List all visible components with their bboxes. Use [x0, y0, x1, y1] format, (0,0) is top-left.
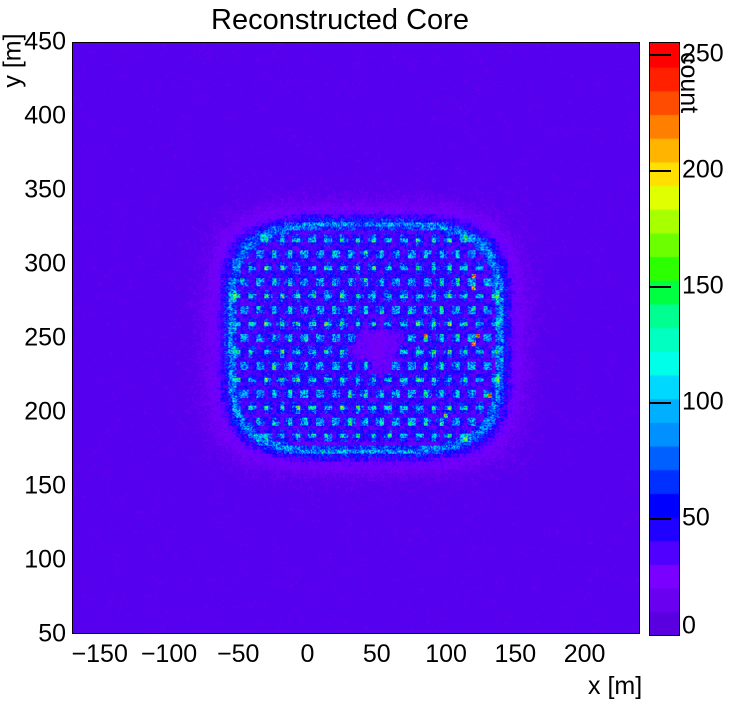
x-tick-label: −100	[140, 640, 198, 668]
colorbar-tick-mark	[649, 169, 671, 172]
x-tick-label: 200	[563, 640, 606, 668]
y-tick-label: 100	[24, 545, 66, 574]
x-axis-ticks: −150 −100 −50 0 50 100 150 200	[0, 640, 746, 680]
colorbar-tick-label: 100	[682, 387, 724, 416]
y-tick-label: 250	[24, 323, 66, 352]
y-axis-label: y [m]	[0, 33, 27, 88]
colorbar-tick-mark	[649, 53, 671, 56]
y-tick-label: 400	[24, 101, 66, 130]
y-tick-label: 350	[24, 175, 66, 204]
x-axis-label: x [m]	[588, 672, 643, 700]
colorbar-tick-label: 50	[682, 503, 710, 532]
colorbar-tick-label: 0	[682, 611, 696, 640]
colorbar-tick-label: 200	[682, 155, 724, 184]
colorbar-tick-label: 250	[682, 39, 724, 68]
x-tick-label: −50	[217, 640, 260, 668]
x-tick-label: 50	[362, 640, 391, 668]
y-tick-label: 450	[24, 27, 66, 56]
x-tick-label: −150	[71, 640, 128, 668]
x-tick-label: 100	[425, 640, 467, 668]
colorbar-tick-mark	[649, 517, 671, 520]
x-tick-label: 150	[494, 640, 537, 668]
colorbar-gradient	[650, 43, 679, 635]
y-tick-label: 300	[24, 249, 66, 278]
colorbar-label: count	[675, 52, 703, 114]
heatmap-image	[73, 43, 639, 633]
colorbar-tick-label: 150	[682, 271, 724, 300]
y-tick-label: 200	[24, 397, 66, 426]
colorbar-tick-mark	[649, 401, 671, 404]
colorbar	[649, 42, 680, 636]
x-tick-label: 0	[300, 640, 315, 668]
y-axis-ticks: 50 100 150 200 250 300 350 400 450	[0, 0, 66, 722]
plot-area	[72, 42, 640, 634]
y-tick-label: 50	[38, 619, 66, 648]
page-title: Reconstructed Core	[211, 4, 469, 36]
y-tick-label: 150	[24, 471, 66, 500]
colorbar-tick-mark	[649, 285, 671, 288]
